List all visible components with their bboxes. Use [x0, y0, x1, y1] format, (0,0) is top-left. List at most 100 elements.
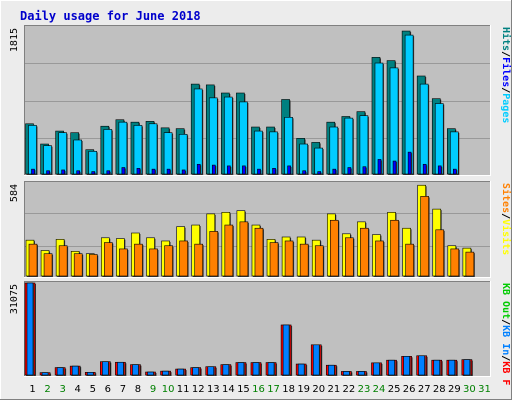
visits-bar-sites: [299, 243, 309, 277]
kb-bar-kb-out: [26, 282, 34, 376]
kb-legend-entry: KB In: [500, 325, 511, 355]
hits-bar-files: [163, 132, 173, 175]
x-tick-label: 31: [478, 384, 491, 395]
visits-bar-sites: [269, 242, 279, 277]
hits-bar-pages: [136, 168, 141, 175]
kb-bar-kb-out: [297, 363, 305, 376]
hits-bar-pages: [287, 165, 291, 175]
hits-legend-entry: /: [500, 51, 511, 57]
kb-bar-kb-out: [102, 361, 109, 376]
visits-legend-entry: /: [500, 213, 511, 219]
kb-ymax-label: 31075: [9, 284, 20, 314]
hits-bar-pages: [437, 165, 442, 175]
hits-legend-entry: Hits: [500, 27, 512, 51]
x-tick-label: 29: [448, 384, 461, 395]
hits-bar-files: [103, 129, 113, 175]
x-tick-label: 17: [267, 384, 280, 395]
hits-bar-files: [178, 134, 188, 175]
hits-bar-files: [299, 143, 308, 175]
hits-bar-pages: [272, 168, 276, 175]
visits-bar-sites: [254, 227, 264, 277]
kb-bar-kb-out: [207, 366, 215, 376]
kb-bar-kb-out: [463, 359, 471, 376]
hits-bar-files: [254, 130, 263, 175]
kb-bar-kb-out: [117, 361, 124, 376]
visits-bar-sites: [73, 253, 83, 277]
x-tick-label: 12: [192, 384, 205, 395]
x-tick-label: 18: [282, 384, 295, 395]
kb-bar-kb-out: [343, 371, 350, 376]
hits-ymax-label: 1815: [9, 28, 20, 52]
x-tick-label: 2: [44, 384, 50, 395]
hits-bar-pages: [227, 165, 231, 175]
kb-bar-kb-out: [373, 362, 380, 376]
x-tick-label: 22: [343, 384, 356, 395]
visits-bar-sites: [465, 251, 475, 277]
hits-bar-files: [193, 88, 203, 175]
x-tick-label: 23: [358, 384, 371, 395]
kb-legend-entry: KB F: [500, 361, 511, 385]
hits-bar-pages: [257, 168, 261, 175]
visits-bar-sites: [450, 248, 460, 277]
hits-bar-files: [73, 139, 82, 175]
hits-bar-files: [88, 151, 98, 175]
visits-bar-sites: [209, 231, 219, 277]
visits-bar-sites: [28, 243, 38, 277]
x-tick-label: 9: [150, 384, 156, 395]
hits-bar-files: [208, 97, 218, 175]
hits-bar-pages: [91, 171, 96, 175]
hits-bar-files: [28, 125, 37, 175]
kb-bar-kb-out: [237, 362, 245, 376]
kb-bar-kb-out: [267, 362, 275, 376]
x-tick-label: 25: [388, 384, 401, 395]
kb-bar-kb-out: [418, 355, 425, 376]
x-tick-label: 26: [403, 384, 416, 395]
x-tick-label: 30: [463, 384, 476, 395]
kb-bar-kb-out: [41, 372, 49, 376]
hits-bar-pages: [166, 168, 171, 175]
kb-bar-kb-out: [192, 367, 200, 376]
kb-legend-entry: /: [500, 355, 511, 361]
visits-bar-sites: [149, 248, 158, 277]
visits-bar-sites: [194, 243, 204, 277]
visits-ymax-label: 584: [9, 184, 20, 202]
kb-bar-kb-out: [448, 359, 456, 376]
hits-legend-entry: /: [500, 87, 511, 93]
x-tick-label: 24: [373, 384, 386, 395]
visits-bar-sites: [104, 242, 113, 277]
hits-bar-pages: [121, 167, 126, 175]
hits-bar-files: [329, 126, 339, 175]
kb-bar-kb-out: [252, 362, 260, 376]
x-tick-label: 7: [120, 384, 126, 395]
hits-bar-files: [359, 115, 369, 175]
kb-bar-kb-out: [403, 356, 410, 376]
hits-bar-pages: [151, 168, 156, 175]
hits-bar-files: [239, 101, 248, 175]
visits-bar-sites: [329, 219, 339, 277]
hits-bar-pages: [332, 168, 337, 175]
hits-bar-pages: [211, 164, 216, 175]
kb-bar-kb-out: [56, 367, 64, 376]
visits-bar-sites: [390, 219, 399, 277]
hits-bar-pages: [317, 171, 322, 175]
kb-bar-kb-out: [222, 364, 230, 376]
kb-bar-kb-out: [312, 344, 320, 376]
hits-bar-pages: [392, 160, 397, 175]
x-tick-label: 5: [90, 384, 96, 395]
visits-bar-sites: [43, 253, 53, 277]
x-tick-label: 10: [162, 384, 175, 395]
hits-bar-files: [419, 83, 429, 175]
x-tick-label: 16: [252, 384, 265, 395]
hits-bar-files: [314, 147, 324, 175]
kb-bar-kb-out: [388, 359, 395, 376]
x-tick-label: 27: [418, 384, 431, 395]
kb-legend-entry: /: [500, 319, 511, 325]
hits-bar-pages: [242, 165, 246, 175]
x-tick-label: 4: [75, 384, 81, 395]
hits-bar-files: [118, 121, 128, 175]
hits-bar-pages: [422, 163, 427, 175]
visits-bar-sites: [164, 245, 173, 277]
visits-bar-sites: [239, 221, 249, 277]
visits-bar-sites: [58, 245, 68, 277]
